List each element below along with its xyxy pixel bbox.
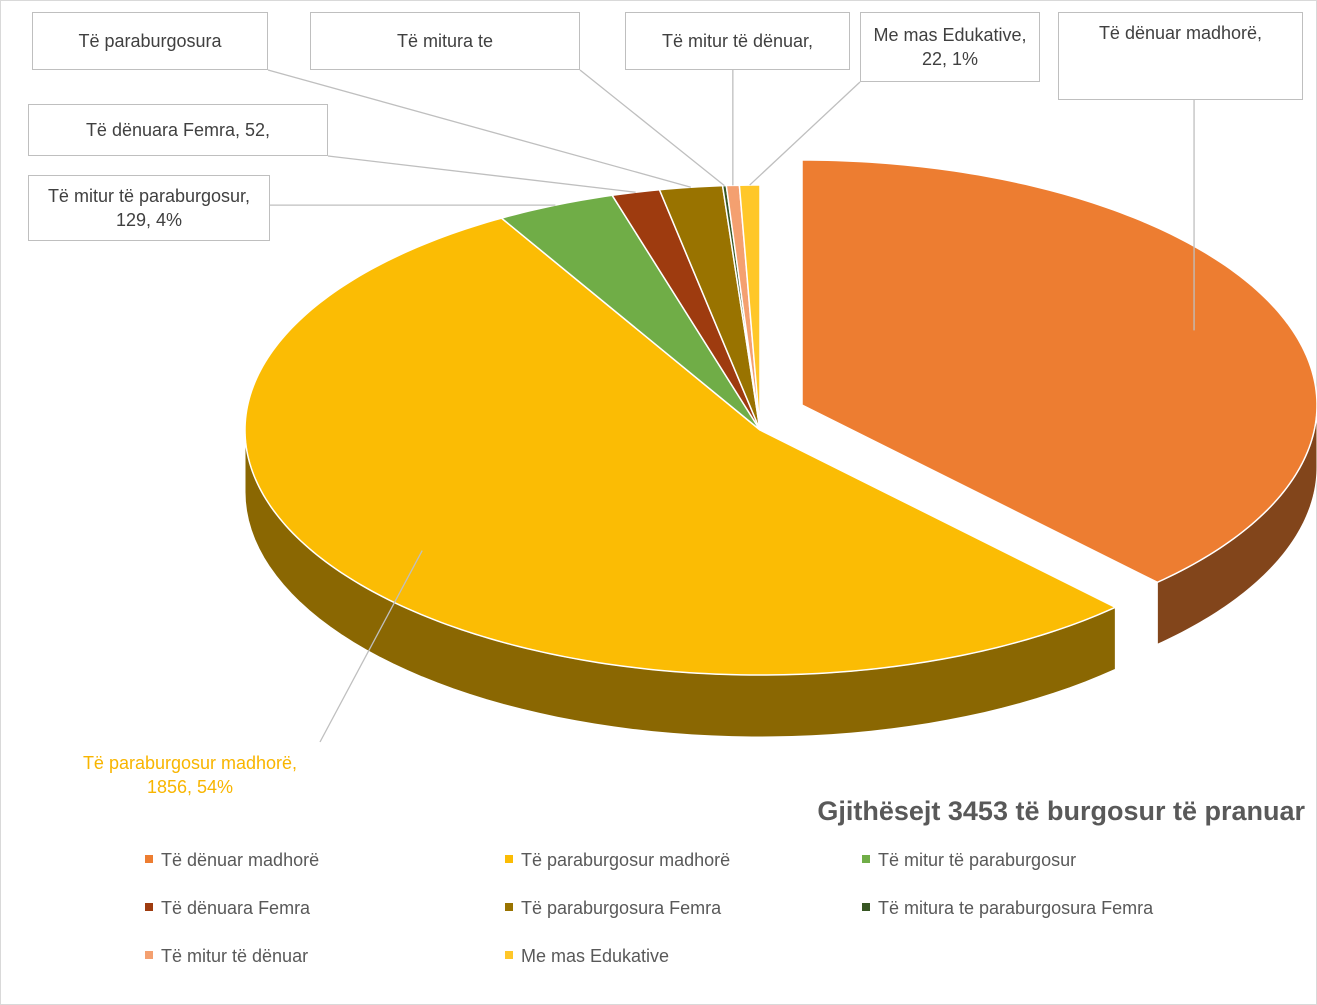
leader-line (579, 69, 725, 187)
data-label: Të paraburgosur madhorë, 1856, 54% (82, 753, 298, 797)
data-label: Të mitura te (310, 12, 580, 70)
legend-label: Të mitura te paraburgosura Femra (878, 898, 1154, 918)
legend-label: Të dënuara Femra (161, 898, 311, 918)
legend-item: Të mitur të paraburgosur (862, 850, 1076, 871)
legend-swatch (862, 855, 870, 864)
data-label: Të dënuara Femra, 52, (28, 104, 328, 156)
data-label: Të mitur të dënuar, (625, 12, 850, 70)
legend-item: Të dënuar madhorë (145, 850, 319, 871)
legend-swatch (505, 855, 513, 864)
leader-line (267, 69, 692, 188)
legend-item: Të mitur të dënuar (145, 946, 308, 967)
slice (610, 188, 761, 431)
data-label: Të dënuar madhorë, (1058, 12, 1303, 100)
slice (801, 159, 1317, 584)
legend-swatch (505, 951, 513, 960)
legend-item: Të paraburgosur madhorë (505, 850, 730, 871)
data-label: Të paraburgosura (32, 12, 268, 70)
leader-line (319, 550, 423, 743)
legend-label: Të dënuar madhorë (161, 850, 320, 870)
legend-item: Të dënuara Femra (145, 898, 310, 919)
legend-label: Me mas Edukative (521, 946, 670, 966)
legend-item: Të paraburgosura Femra (505, 898, 721, 919)
legend-label: Të mitur të paraburgosur (878, 850, 1077, 870)
legend-swatch (145, 855, 153, 864)
leader-line (749, 81, 861, 186)
legend-label: Të paraburgosur madhorë (521, 850, 731, 870)
chart-title: Gjithësejt 3453 të burgosur të pranuar (817, 796, 1305, 826)
slice (244, 217, 1118, 676)
legend-label: Të mitur të dënuar (161, 946, 309, 966)
legend-item: Të mitura te paraburgosura Femra (862, 898, 1153, 919)
slice (738, 184, 761, 431)
legend-swatch (145, 951, 153, 960)
data-label: Të mitur të paraburgosur, 129, 4% (28, 175, 270, 241)
legend-swatch (505, 903, 513, 912)
leader-line (327, 155, 636, 193)
slice (499, 194, 761, 431)
legend-item: Me mas Edukative (505, 946, 669, 967)
legend-swatch (145, 903, 153, 912)
legend-label: Të paraburgosura Femra (521, 898, 722, 918)
data-label: Me mas Edukative, 22, 1% (860, 12, 1040, 82)
legend-swatch (862, 903, 870, 912)
